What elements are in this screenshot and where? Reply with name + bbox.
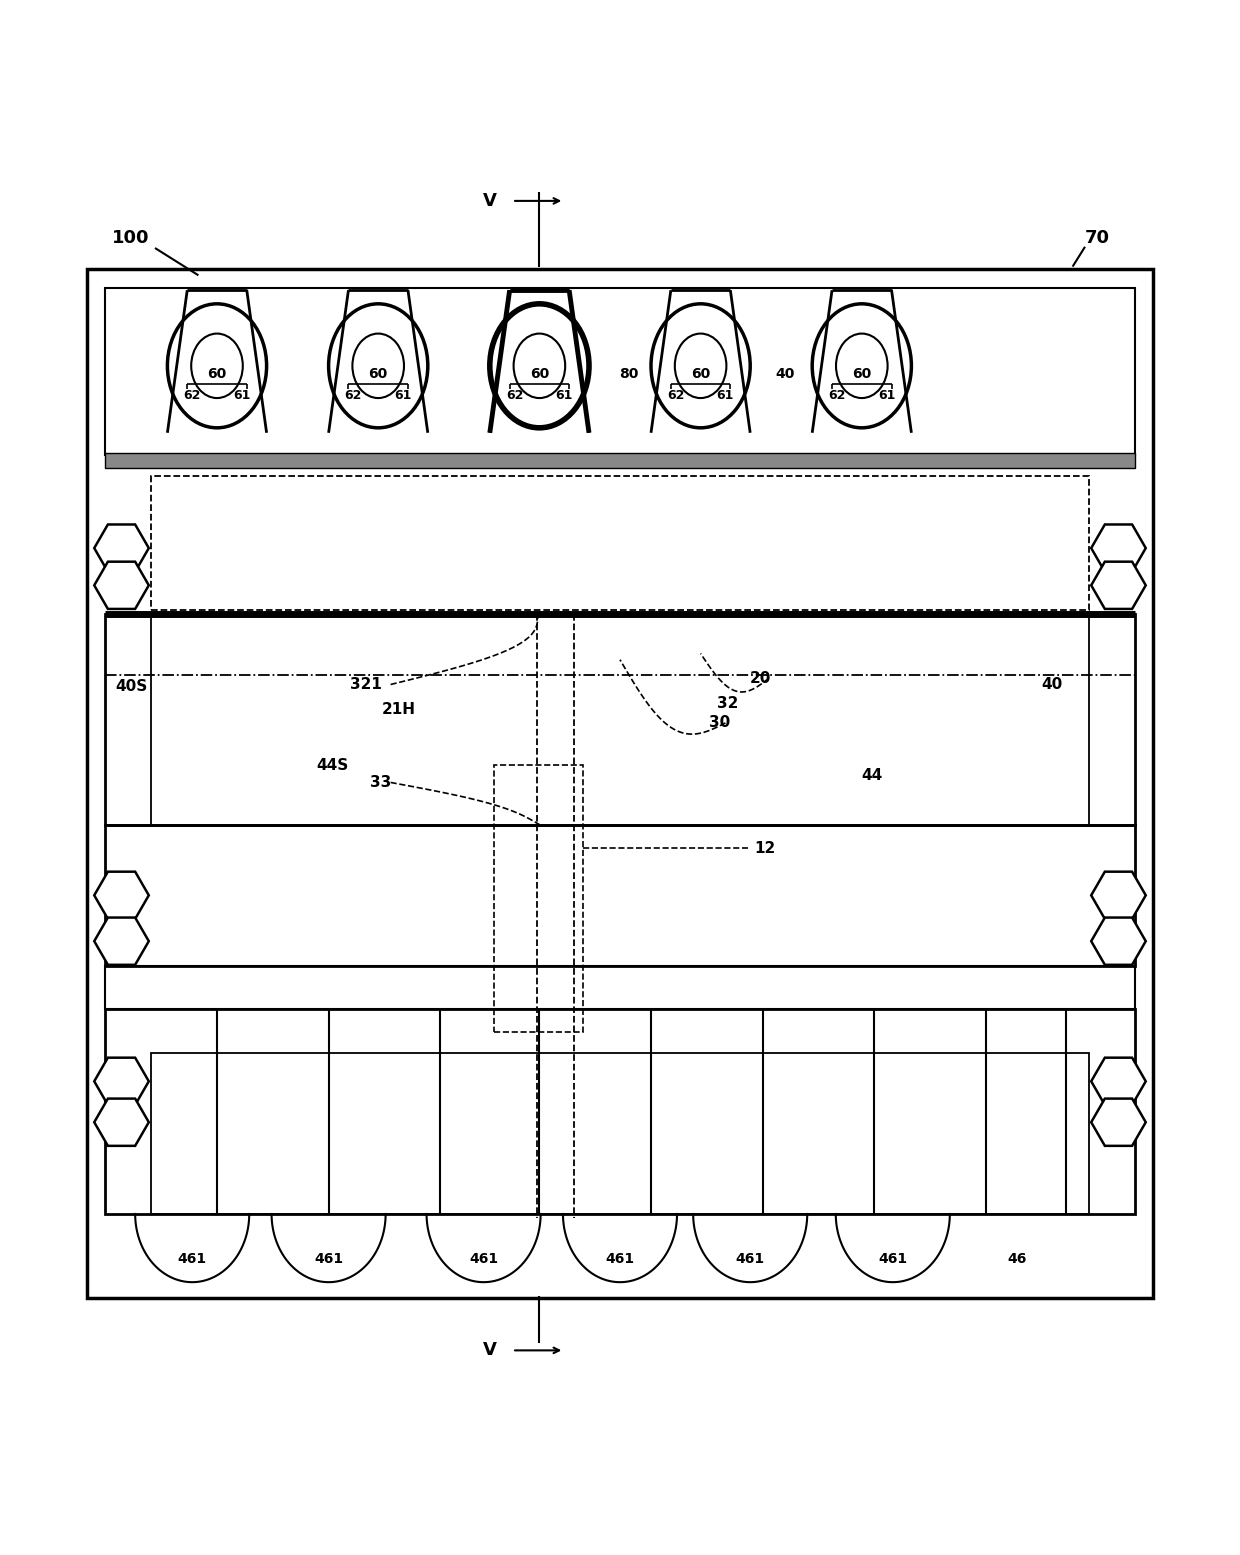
Text: 80: 80 (619, 367, 639, 381)
Bar (494, 765, 583, 1031)
Text: 32: 32 (717, 695, 738, 711)
Text: 20: 20 (750, 670, 771, 686)
Text: 60: 60 (691, 367, 711, 381)
Text: 70: 70 (1085, 229, 1110, 247)
Text: 21H: 21H (382, 701, 415, 717)
Bar (105, 614, 1135, 824)
Text: 61: 61 (233, 389, 250, 401)
Text: 461: 461 (605, 1252, 635, 1266)
Text: 461: 461 (735, 1252, 765, 1266)
Text: 61: 61 (878, 389, 895, 401)
Text: 62: 62 (828, 389, 846, 401)
Text: V: V (482, 1342, 497, 1359)
Text: 46: 46 (1007, 1252, 1027, 1266)
Text: 461: 461 (469, 1252, 498, 1266)
Text: 461: 461 (314, 1252, 343, 1266)
Text: 321: 321 (350, 676, 382, 692)
Text: 62: 62 (345, 389, 362, 401)
Bar (105, 288, 1135, 456)
Bar (151, 1053, 1089, 1214)
Text: 44S: 44S (316, 757, 348, 773)
Bar (87, 269, 1153, 1298)
Text: 61: 61 (394, 389, 412, 401)
Text: 461: 461 (177, 1252, 207, 1266)
Bar (105, 1009, 1135, 1214)
Text: 60: 60 (529, 367, 549, 381)
Text: 40: 40 (1042, 676, 1063, 692)
Text: 40: 40 (775, 367, 795, 381)
Text: 12: 12 (754, 841, 775, 855)
Text: 62: 62 (506, 389, 523, 401)
Text: 60: 60 (207, 367, 227, 381)
Text: 33: 33 (370, 774, 391, 790)
Text: 100: 100 (112, 229, 149, 247)
Text: V: V (482, 191, 497, 210)
Text: 62: 62 (667, 389, 684, 401)
Text: 30: 30 (709, 715, 730, 731)
Bar (105, 453, 1135, 468)
Text: 60: 60 (368, 367, 388, 381)
Text: 61: 61 (556, 389, 573, 401)
Text: 60: 60 (852, 367, 872, 381)
Text: 44: 44 (862, 768, 883, 782)
Text: 61: 61 (717, 389, 734, 401)
Bar (151, 476, 1089, 610)
Text: 461: 461 (878, 1252, 908, 1266)
Text: 62: 62 (184, 389, 201, 401)
Bar (105, 824, 1135, 966)
Bar (105, 966, 1135, 1009)
Text: 40S: 40S (115, 680, 148, 695)
